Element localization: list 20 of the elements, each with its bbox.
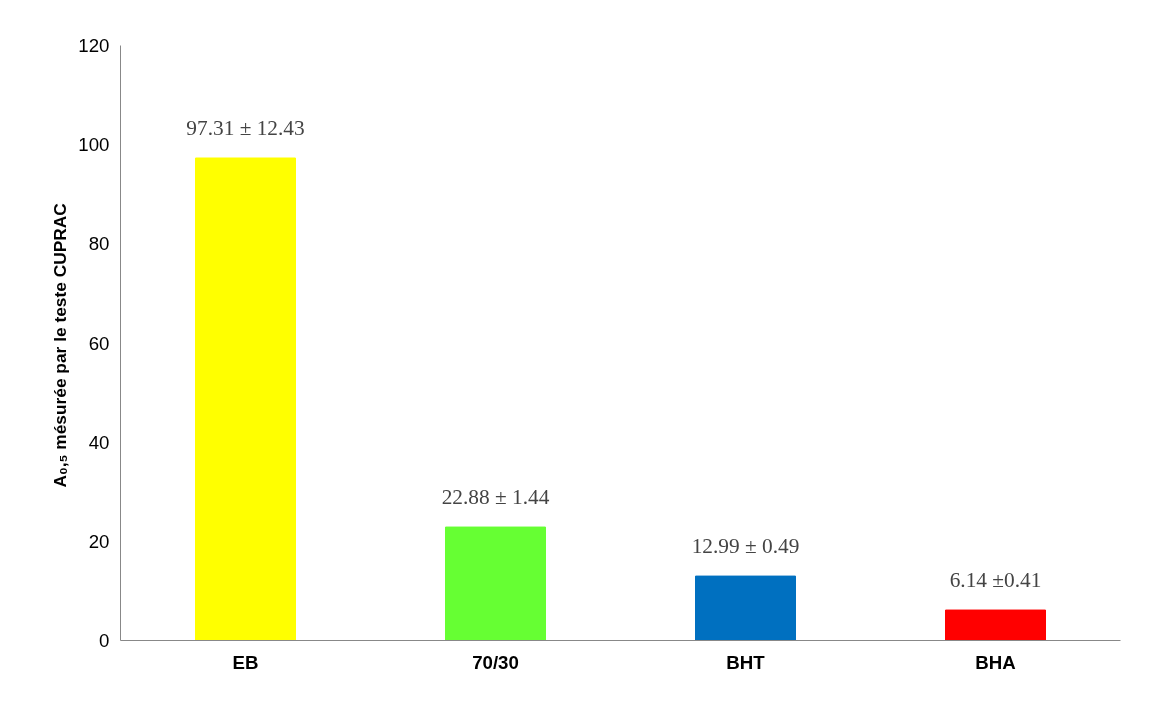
y-tick-label: 100 — [78, 134, 110, 156]
bar — [445, 526, 546, 641]
data-label: 6.14 ±0.41 — [949, 568, 1042, 593]
y-tick-label: 80 — [88, 233, 110, 255]
y-tick-label: 120 — [78, 35, 110, 56]
data-label: 12.99 ± 0.49 — [691, 534, 800, 559]
y-axis-title: A₀,₅ mésurée par le teste CUPRAC — [50, 202, 71, 488]
data-label: 97.31 ± 12.43 — [186, 116, 305, 140]
bar — [695, 575, 796, 641]
y-tick-label: 40 — [88, 431, 110, 453]
data-label: 22.88 ± 1.44 — [441, 485, 550, 510]
x-tick-label: 70/30 — [472, 651, 519, 673]
y-tick-label: 0 — [99, 630, 110, 651]
y-tick-label: 20 — [88, 530, 110, 552]
bar — [195, 157, 296, 641]
bar — [945, 609, 1046, 641]
x-tick-label: BHA — [975, 651, 1016, 673]
y-tick-label: 60 — [88, 332, 110, 354]
x-tick-label: BHT — [726, 651, 766, 673]
x-tick-label: EB — [232, 651, 259, 673]
